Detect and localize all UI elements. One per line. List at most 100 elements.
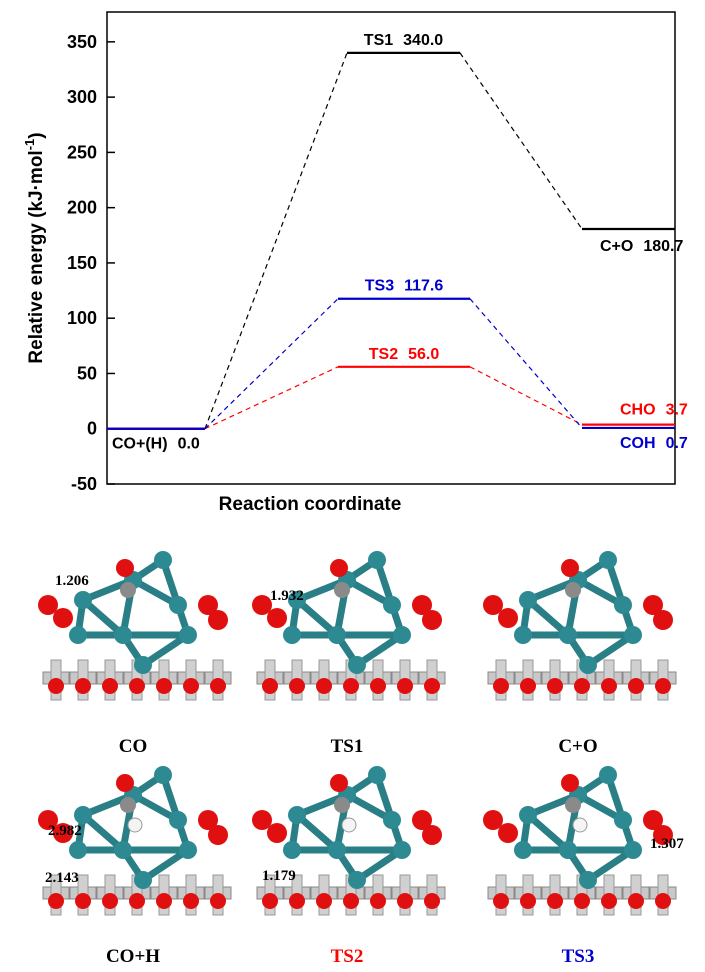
metal-atom bbox=[283, 626, 301, 644]
metal-atom bbox=[614, 596, 632, 614]
oxygen-atom bbox=[628, 678, 644, 694]
metal-atom bbox=[559, 841, 577, 859]
state-energy: 340.0 bbox=[403, 32, 443, 49]
metal-atom bbox=[599, 766, 617, 784]
metal-atom bbox=[154, 551, 172, 569]
oxygen-atom bbox=[397, 678, 413, 694]
state-name: C+O bbox=[600, 238, 633, 255]
y-tick-label: 0 bbox=[87, 419, 97, 439]
oxygen-atom bbox=[547, 893, 563, 909]
state-energy: 117.6 bbox=[404, 278, 443, 295]
state-energy: 180.7 bbox=[643, 238, 683, 255]
structure-image bbox=[38, 766, 231, 915]
metal-atom bbox=[69, 626, 87, 644]
oxygen-atom bbox=[493, 893, 509, 909]
metal-atom bbox=[348, 656, 366, 674]
oxygen-atom bbox=[424, 678, 440, 694]
oxygen-atom bbox=[330, 774, 348, 792]
y-axis-label: Relative energy (kJ·mol-1) bbox=[22, 132, 47, 363]
oxygen-atom bbox=[48, 678, 64, 694]
metal-atom bbox=[393, 626, 411, 644]
structure-image bbox=[483, 551, 676, 700]
oxygen-atom bbox=[655, 678, 671, 694]
metal-atom bbox=[599, 551, 617, 569]
oxygen-atom bbox=[653, 610, 673, 630]
oxygen-atom bbox=[628, 893, 644, 909]
metal-atom bbox=[624, 841, 642, 859]
carbon-atom bbox=[120, 582, 136, 598]
level-label: TS3 117.6 bbox=[365, 278, 444, 295]
x-axis-label: Reaction coordinate bbox=[219, 494, 402, 515]
oxygen-atom bbox=[183, 678, 199, 694]
oxygen-atom bbox=[129, 893, 145, 909]
y-label-end: ) bbox=[26, 132, 47, 138]
oxygen-atom bbox=[561, 774, 579, 792]
y-tick-label: -50 bbox=[71, 474, 97, 494]
state-energy: 56.0 bbox=[408, 346, 439, 363]
metal-atom bbox=[393, 841, 411, 859]
connector bbox=[205, 53, 347, 429]
metal-atom bbox=[328, 626, 346, 644]
distance-label: 2.143 bbox=[45, 870, 79, 886]
carbon-atom bbox=[565, 797, 581, 813]
oxygen-atom bbox=[343, 678, 359, 694]
metal-atom bbox=[383, 811, 401, 829]
oxygen-atom bbox=[102, 893, 118, 909]
oxygen-atom bbox=[520, 893, 536, 909]
metal-atom bbox=[134, 871, 152, 889]
oxygen-atom bbox=[574, 893, 590, 909]
carbon-atom bbox=[334, 582, 350, 598]
oxygen-atom bbox=[397, 893, 413, 909]
state-name: CHO bbox=[620, 402, 656, 419]
connector bbox=[470, 299, 582, 428]
state-name: TS1 bbox=[364, 32, 393, 49]
distance-label: 1.932 bbox=[270, 588, 304, 604]
oxygen-atom bbox=[561, 559, 579, 577]
oxygen-atom bbox=[262, 893, 278, 909]
oxygen-atom bbox=[53, 608, 73, 628]
distance-label: 2.982 bbox=[48, 823, 82, 839]
oxygen-atom bbox=[210, 678, 226, 694]
oxygen-atom bbox=[208, 610, 228, 630]
metal-atom bbox=[328, 841, 346, 859]
y-label-sup: -1 bbox=[22, 139, 37, 151]
metal-atom bbox=[169, 811, 187, 829]
structure-label: TS3 bbox=[562, 946, 595, 967]
state-energy: 0.0 bbox=[178, 436, 200, 453]
oxygen-atom bbox=[262, 678, 278, 694]
y-tick-label: 150 bbox=[67, 253, 97, 273]
distance-label: 1.307 bbox=[650, 836, 684, 852]
state-name: TS3 bbox=[365, 278, 394, 295]
structure-label: CO+H bbox=[106, 946, 160, 967]
oxygen-atom bbox=[316, 893, 332, 909]
connector bbox=[470, 367, 582, 425]
metal-atom bbox=[624, 626, 642, 644]
level-label: CHO 3.7 bbox=[620, 402, 688, 419]
metal-atom bbox=[169, 596, 187, 614]
connector bbox=[205, 299, 338, 429]
y-label-main: Relative energy (kJ·mol bbox=[26, 150, 47, 363]
oxygen-atom bbox=[520, 678, 536, 694]
oxygen-atom bbox=[48, 893, 64, 909]
distance-label: 1.179 bbox=[262, 868, 296, 884]
metal-atom bbox=[154, 766, 172, 784]
y-tick-label: 200 bbox=[67, 198, 97, 218]
metal-atom bbox=[519, 591, 537, 609]
metal-atom bbox=[114, 841, 132, 859]
metal-atom bbox=[383, 596, 401, 614]
metal-atom bbox=[74, 806, 92, 824]
oxygen-atom bbox=[422, 825, 442, 845]
oxygen-atom bbox=[156, 678, 172, 694]
oxygen-atom bbox=[75, 678, 91, 694]
metal-atom bbox=[134, 656, 152, 674]
y-tick-label: 300 bbox=[67, 87, 97, 107]
metal-atom bbox=[579, 656, 597, 674]
level-label: C+O 180.7 bbox=[600, 238, 683, 255]
level-label: TS1 340.0 bbox=[364, 32, 443, 49]
structure-label: TS1 bbox=[331, 736, 364, 757]
oxygen-atom bbox=[102, 678, 118, 694]
state-energy: 3.7 bbox=[666, 402, 688, 419]
oxygen-atom bbox=[601, 893, 617, 909]
oxygen-atom bbox=[655, 893, 671, 909]
